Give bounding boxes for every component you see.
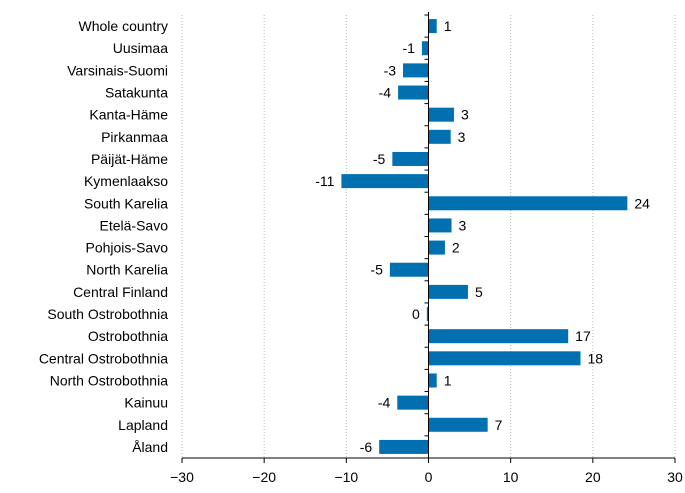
value-label: -11: [315, 173, 334, 189]
value-labels: 1 -1 -3 -4 3 3 -5 -11 24 3 2 -5 5 0 17 18 1 -4 7 -6: [315, 18, 650, 455]
value-label: 24: [634, 195, 650, 211]
category-label: North Karelia: [86, 262, 168, 278]
x-tick-label: 0: [425, 469, 433, 485]
category-label: Päijät-Häme: [91, 151, 168, 167]
x-tick-label: 10: [503, 469, 519, 485]
bar-etel-savo: [428, 218, 452, 233]
category-label: Pohjois-Savo: [86, 240, 169, 256]
value-label: 18: [588, 350, 604, 366]
bar-south-karelia: [428, 196, 628, 211]
category-label: Kainuu: [124, 395, 168, 411]
axes: [181, 12, 676, 463]
value-label: -5: [373, 151, 386, 167]
bar-pirkanmaa: [428, 129, 451, 144]
bar-north-ostrobothnia: [428, 373, 437, 388]
bar-uusimaa: [421, 41, 429, 56]
category-label: Uusimaa: [113, 40, 168, 56]
grid-lines: [181, 15, 676, 458]
value-label: 5: [475, 284, 483, 300]
bar-satakunta: [398, 85, 429, 100]
category-label: Etelä-Savo: [100, 217, 169, 233]
value-label: 2: [452, 240, 460, 256]
x-tick-labels: −30 −20 −10 0 10 20 30: [170, 469, 683, 485]
value-label: 17: [575, 328, 591, 344]
category-label: South Karelia: [84, 195, 168, 211]
value-label: -1: [402, 40, 415, 56]
value-label: -4: [378, 395, 391, 411]
category-label: Kymenlaakso: [84, 173, 168, 189]
value-label: 1: [444, 372, 452, 388]
category-label: North Ostrobothnia: [50, 372, 168, 388]
bar-kymenlaakso: [341, 174, 429, 189]
category-label: Åland: [132, 439, 168, 455]
bar-north-karelia: [389, 262, 429, 277]
x-tick-label: −30: [170, 469, 194, 485]
bar-central-finland: [428, 284, 468, 299]
value-label: -4: [379, 85, 392, 101]
category-label: Lapland: [118, 417, 168, 433]
value-label: -3: [384, 62, 397, 78]
value-label: -5: [370, 262, 383, 278]
category-label: Satakunta: [105, 85, 168, 101]
bar-south-ostrobothnia: [426, 307, 429, 322]
bar-lapland: [428, 417, 488, 432]
category-label: Varsinais-Suomi: [67, 62, 168, 78]
x-tick-label: −10: [334, 469, 358, 485]
x-tick-label: 30: [667, 469, 683, 485]
bar-kanta-h-me: [428, 107, 454, 122]
value-label: 1: [444, 18, 452, 34]
category-label: Whole country: [79, 18, 168, 34]
value-label: 3: [458, 129, 466, 145]
bar--land: [379, 439, 429, 454]
bar-p-ij-t-h-me: [392, 151, 429, 166]
category-label: Central Finland: [73, 284, 168, 300]
bars: [341, 19, 628, 454]
category-label: Pirkanmaa: [101, 129, 168, 145]
value-label: 3: [461, 107, 469, 123]
x-tick-label: 20: [585, 469, 601, 485]
bar-ostrobothnia: [428, 329, 569, 344]
value-label: 3: [459, 217, 467, 233]
bar-whole-country: [428, 19, 437, 34]
value-label: 0: [412, 306, 420, 322]
category-labels: Whole country Uusimaa Varsinais-Suomi Satak…: [39, 18, 168, 455]
bar-central-ostrobothnia: [428, 351, 581, 366]
value-label: -6: [360, 439, 373, 455]
category-label: South Ostrobothnia: [47, 306, 168, 322]
bar-kainuu: [397, 395, 429, 410]
bar-pohjois-savo: [428, 240, 445, 255]
value-label: 7: [495, 417, 503, 433]
category-label: Kanta-Häme: [89, 107, 168, 123]
bar-varsinais-suomi: [403, 63, 429, 78]
category-label: Central Ostrobothnia: [39, 350, 168, 366]
x-tick-label: −20: [252, 469, 276, 485]
category-label: Ostrobothnia: [88, 328, 168, 344]
